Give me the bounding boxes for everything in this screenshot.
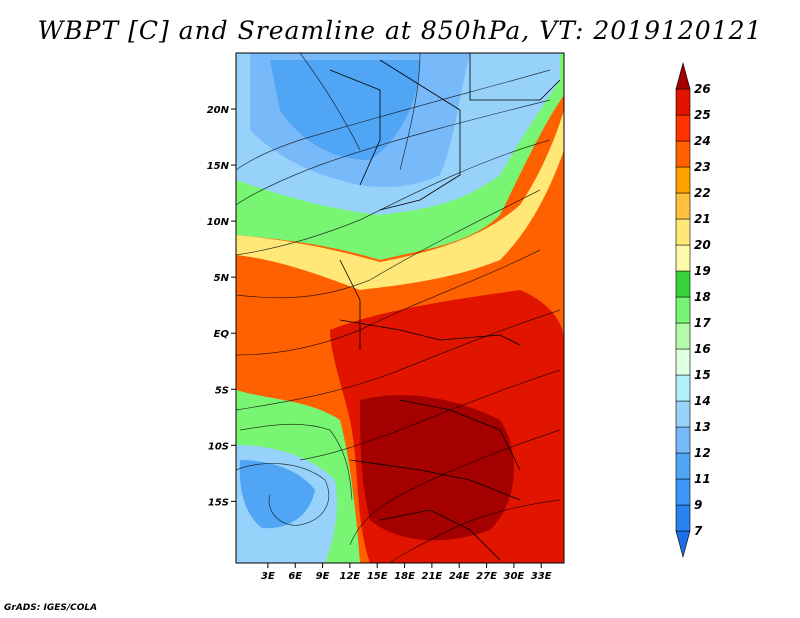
colorbar-swatch xyxy=(675,166,691,194)
colorbar-label: 24 xyxy=(694,134,711,148)
colorbar-swatch xyxy=(675,296,691,324)
colorbar-label: 23 xyxy=(694,160,711,174)
colorbar-label: 18 xyxy=(694,290,711,304)
colorbar-label: 17 xyxy=(694,316,711,330)
lon-tick-label: 21E xyxy=(422,571,443,582)
colorbar-swatch xyxy=(675,478,691,506)
colorbar: 7 9 11 12 13 14 15 16 17 18 19 20 21 22 23 24 25 26 xyxy=(675,61,711,559)
cold-core-southwest xyxy=(239,460,315,529)
colorbar-swatch xyxy=(675,88,691,116)
streamlines xyxy=(236,53,561,563)
lon-tick-label: 9E xyxy=(316,571,330,582)
lon-tick-label: 18E xyxy=(394,571,415,582)
lat-tick-label: 5S xyxy=(215,385,229,396)
lon-tick-label: 3E xyxy=(261,571,275,582)
lat-tick-label: 20N xyxy=(207,105,230,116)
colorbar-swatch xyxy=(675,140,691,168)
colorbar-swatch xyxy=(675,114,691,142)
colorbar-label: 19 xyxy=(694,264,711,278)
latitude-axis: 20N 15N 10N 5N EQ 5S 10S 15S xyxy=(207,105,236,508)
lon-tick-label: 12E xyxy=(340,571,361,582)
colorbar-swatch xyxy=(675,374,691,402)
colorbar-label: 22 xyxy=(694,186,711,200)
lat-tick-label: 10N xyxy=(207,217,230,228)
colorbar-swatch xyxy=(675,400,691,428)
credit-text: GrADS: IGES/COLA xyxy=(4,603,98,613)
colorbar-swatch xyxy=(675,426,691,454)
colorbar-swatch xyxy=(675,322,691,350)
lat-tick-label: 5N xyxy=(214,273,230,284)
wbpt-field xyxy=(236,53,564,563)
colorbar-label: 7 xyxy=(694,524,703,538)
colorbar-swatch xyxy=(675,348,691,376)
lat-tick-label: 15S xyxy=(208,497,229,508)
colorbar-label: 15 xyxy=(694,368,711,382)
colorbar-swatch xyxy=(675,504,691,532)
colorbar-label: 25 xyxy=(694,108,711,122)
colorbar-label: 20 xyxy=(694,238,711,252)
lat-tick-label: EQ xyxy=(214,329,230,340)
lon-tick-label: 33E xyxy=(531,571,552,582)
lon-tick-label: 27E xyxy=(476,571,497,582)
colorbar-label: 14 xyxy=(694,394,711,408)
map-frame xyxy=(235,52,565,564)
hot-core xyxy=(360,395,514,541)
colorbar-label: 16 xyxy=(694,342,711,356)
colorbar-swatch xyxy=(675,218,691,246)
colorbar-label: 13 xyxy=(694,420,711,434)
lon-tick-label: 30E xyxy=(504,571,525,582)
cold-core-north xyxy=(270,60,420,160)
colorbar-label: 11 xyxy=(694,472,711,486)
colorbar-swatch xyxy=(675,61,691,90)
lon-tick-label: 24E xyxy=(449,571,470,582)
lon-tick-label: 15E xyxy=(367,571,388,582)
colorbar-swatch xyxy=(675,192,691,220)
colorbar-label: 12 xyxy=(694,446,711,460)
colorbar-label: 9 xyxy=(694,498,702,512)
lon-tick-label: 6E xyxy=(288,571,302,582)
colorbar-label: 21 xyxy=(694,212,711,226)
mild-band xyxy=(236,110,564,290)
colorbar-label: 26 xyxy=(694,82,711,96)
colorbar-swatch xyxy=(675,244,691,272)
chart-title: WBPT [C] and Sreamline at 850hPa, VT: 20… xyxy=(37,16,763,45)
lat-tick-label: 15N xyxy=(207,161,230,172)
colorbar-swatch xyxy=(675,452,691,480)
country-borders xyxy=(329,53,561,561)
lat-tick-label: 10S xyxy=(208,441,229,452)
colorbar-swatch xyxy=(675,270,691,298)
longitude-axis: 3E 6E 9E 12E 15E 18E 21E 24E 27E 30E 33E xyxy=(261,563,552,582)
colorbar-swatch xyxy=(675,530,691,559)
